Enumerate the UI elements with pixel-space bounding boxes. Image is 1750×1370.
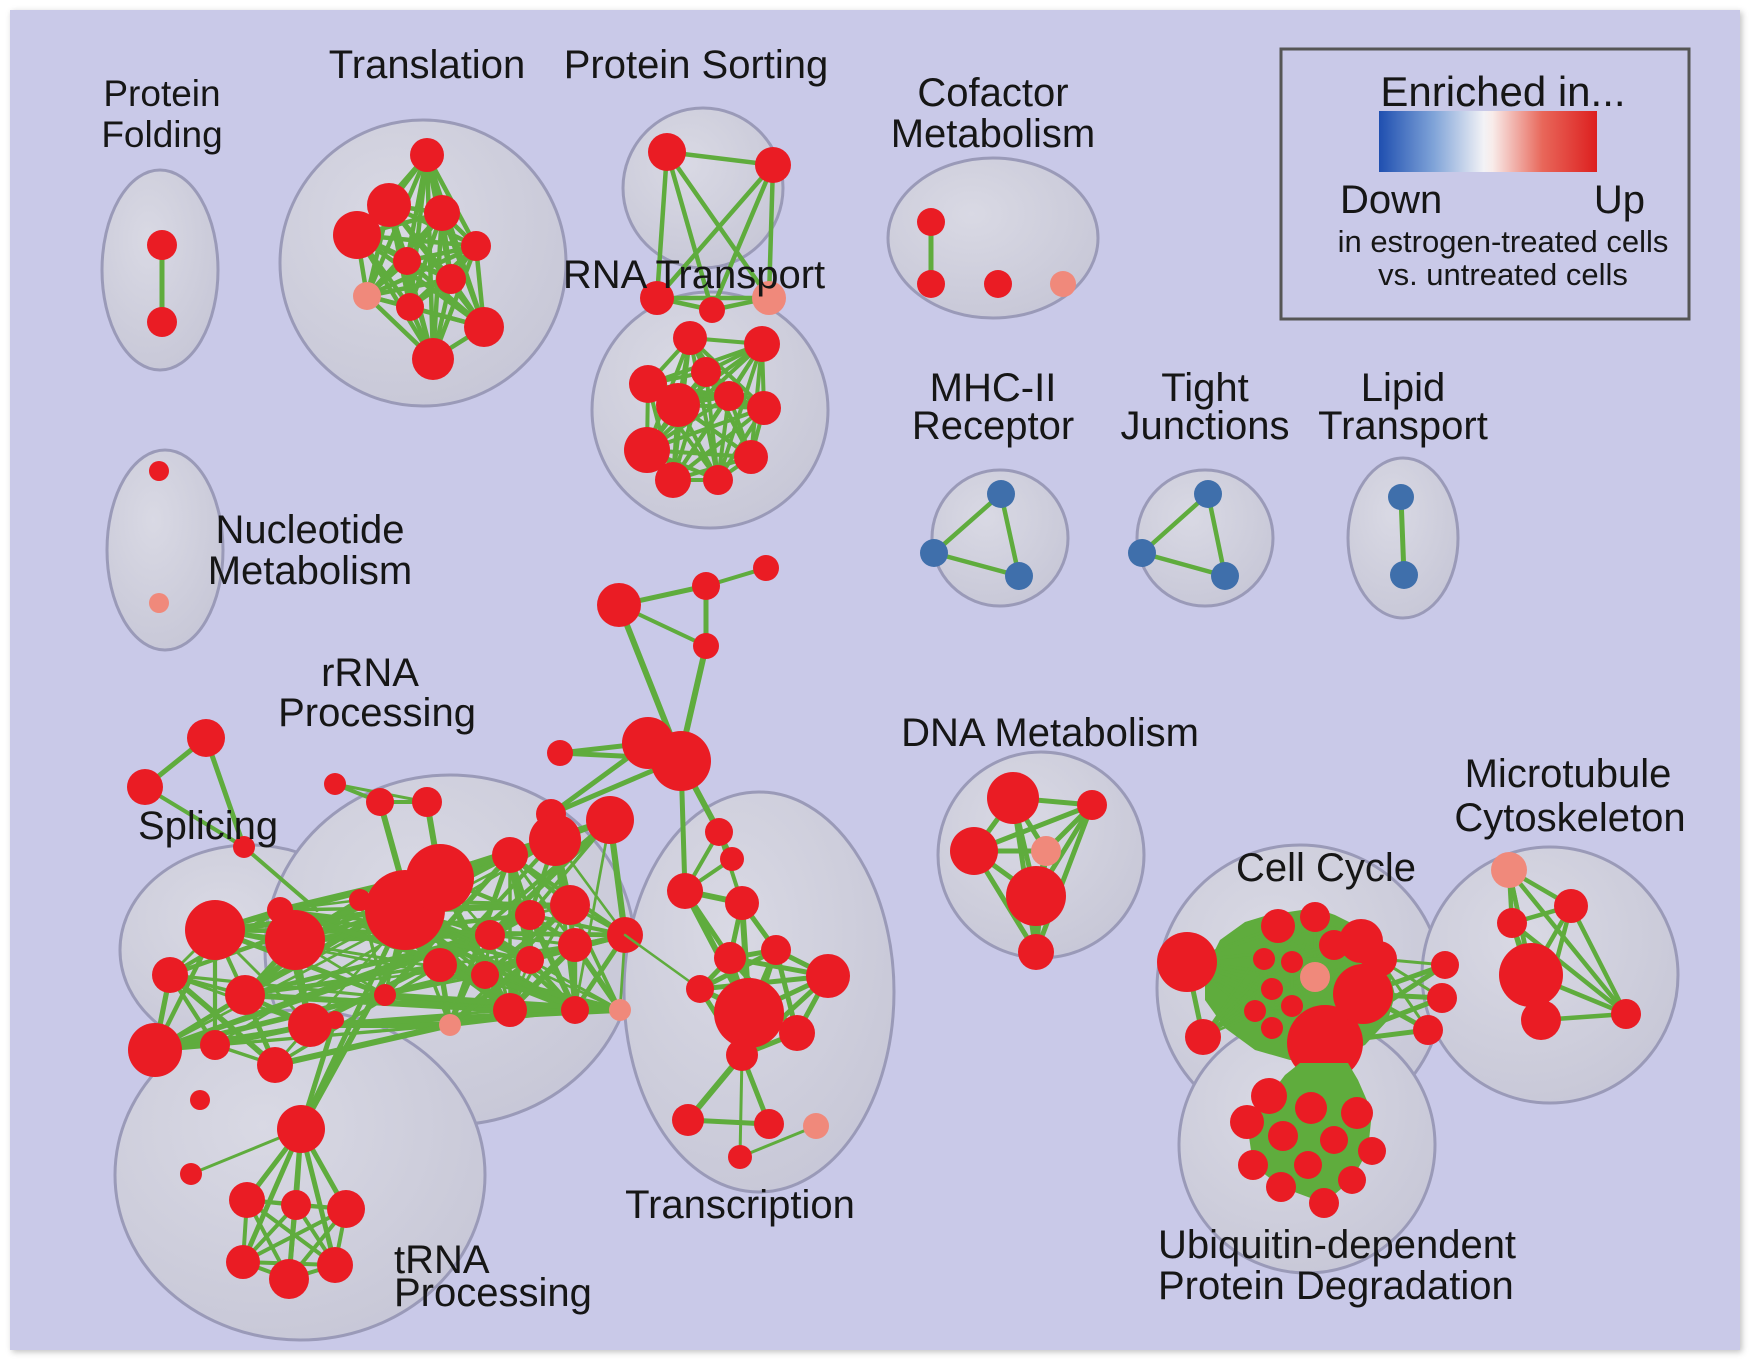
svg-text:Metabolism: Metabolism bbox=[208, 549, 413, 593]
svg-text:Processing: Processing bbox=[278, 691, 476, 735]
svg-text:Processing: Processing bbox=[394, 1271, 592, 1315]
svg-text:Junctions: Junctions bbox=[1121, 404, 1290, 448]
svg-text:Protein Degradation: Protein Degradation bbox=[1158, 1264, 1514, 1308]
svg-text:Ubiquitin-dependent: Ubiquitin-dependent bbox=[1158, 1223, 1516, 1267]
svg-text:Folding: Folding bbox=[101, 114, 222, 155]
svg-text:Cytoskeleton: Cytoskeleton bbox=[1454, 796, 1685, 840]
svg-text:Enriched in...: Enriched in... bbox=[1380, 68, 1625, 115]
svg-text:Splicing: Splicing bbox=[138, 804, 278, 848]
svg-text:RNA Transport: RNA Transport bbox=[563, 253, 825, 297]
svg-text:Down: Down bbox=[1340, 178, 1442, 222]
svg-text:Microtubule: Microtubule bbox=[1465, 752, 1672, 796]
svg-text:Nucleotide: Nucleotide bbox=[215, 508, 404, 552]
svg-text:DNA Metabolism: DNA Metabolism bbox=[901, 711, 1199, 755]
svg-text:Protein Sorting: Protein Sorting bbox=[564, 43, 829, 87]
svg-text:Cell Cycle: Cell Cycle bbox=[1236, 846, 1416, 890]
svg-text:Protein: Protein bbox=[103, 73, 220, 114]
svg-text:vs. untreated cells: vs. untreated cells bbox=[1378, 257, 1628, 292]
svg-text:in estrogen-treated cells: in estrogen-treated cells bbox=[1338, 224, 1669, 259]
svg-text:Metabolism: Metabolism bbox=[891, 112, 1096, 156]
svg-text:Translation: Translation bbox=[329, 43, 525, 87]
svg-text:Up: Up bbox=[1594, 178, 1645, 222]
svg-text:Transcription: Transcription bbox=[625, 1183, 855, 1227]
svg-text:rRNA: rRNA bbox=[321, 651, 419, 695]
svg-text:Transport: Transport bbox=[1318, 404, 1488, 448]
svg-text:Receptor: Receptor bbox=[912, 404, 1074, 448]
svg-text:Cofactor: Cofactor bbox=[917, 71, 1068, 115]
